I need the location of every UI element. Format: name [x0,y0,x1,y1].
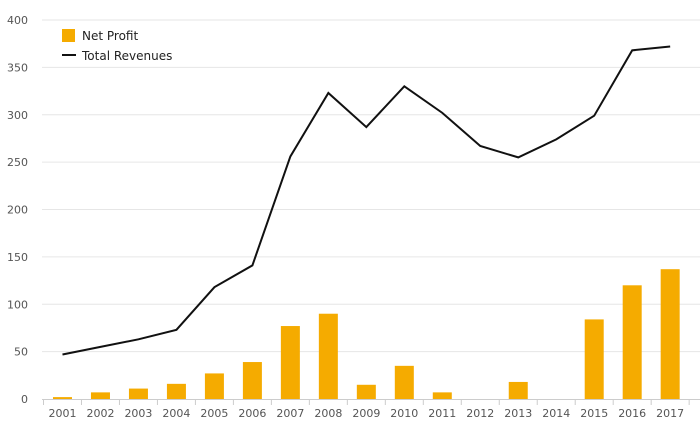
x-tick-label-2009: 2009 [352,407,380,420]
y-tick-label: 200 [7,204,28,217]
net-profit-bar-2005 [204,373,224,399]
x-tick-label-2004: 2004 [162,407,190,420]
y-axis-ticks: 0 50 100 150 200 250 300 350 400 [7,14,28,406]
net-profit-bar-2006 [242,362,262,399]
y-tick-label: 300 [7,109,28,122]
net-profit-bar-2003 [128,388,148,399]
x-tick-label-2006: 2006 [238,407,266,420]
y-tick-label: 400 [7,14,28,27]
x-tick-label-2011: 2011 [428,407,456,420]
x-tick-label-2001: 2001 [48,407,76,420]
legend-swatch-net-profit [62,29,75,42]
net-profit-bar-2001 [52,397,72,399]
net-profit-bar-2017 [660,269,680,399]
gridlines [42,19,700,353]
y-tick-label: 250 [7,156,28,169]
net-profit-bar-2016 [622,285,642,399]
net-profit-bar-2010 [394,365,414,399]
legend-label-net-profit: Net Profit [82,29,138,43]
x-tick-label-2010: 2010 [390,407,418,420]
legend-item-total-revenues: Total Revenues [62,49,172,63]
x-tick-label-2007: 2007 [276,407,304,420]
y-tick-label: 0 [21,393,28,406]
net-profit-bars [52,269,680,399]
y-tick-label: 350 [7,61,28,74]
net-profit-bar-2004 [166,383,186,399]
x-tick-label-2015: 2015 [580,407,608,420]
net-profit-bar-2002 [90,392,110,399]
net-profit-bar-2015 [584,319,604,399]
x-tick-label-2013: 2013 [504,407,532,420]
x-axis: 2001 2002 2003 2004 2005 2006 2007 2008 2009 2010… [42,399,700,420]
legend-label-total-revenues: Total Revenues [81,49,172,63]
x-tick-label-2003: 2003 [124,407,152,420]
x-tick-label-2014: 2014 [542,407,570,420]
net-profit-bar-2011 [432,392,452,399]
net-profit-bar-2013 [508,381,528,399]
legend: Net Profit Total Revenues [62,29,172,63]
x-tick-label-2016: 2016 [618,407,646,420]
x-tick-label-2012: 2012 [466,407,494,420]
y-tick-label: 50 [14,346,28,359]
net-profit-bar-2008 [318,313,338,399]
x-tick-label-2008: 2008 [314,407,342,420]
total-revenues-line [62,45,671,356]
legend-item-net-profit: Net Profit [62,29,138,43]
total-revenues-line-group [62,45,671,356]
x-tick-label-2002: 2002 [86,407,114,420]
x-tick-label-2005: 2005 [200,407,228,420]
y-tick-label: 150 [7,251,28,264]
x-tick-label-2017: 2017 [656,407,684,420]
y-tick-label: 100 [7,298,28,311]
net-profit-bar-2009 [356,384,376,399]
net-profit-bar-2007 [280,326,300,399]
